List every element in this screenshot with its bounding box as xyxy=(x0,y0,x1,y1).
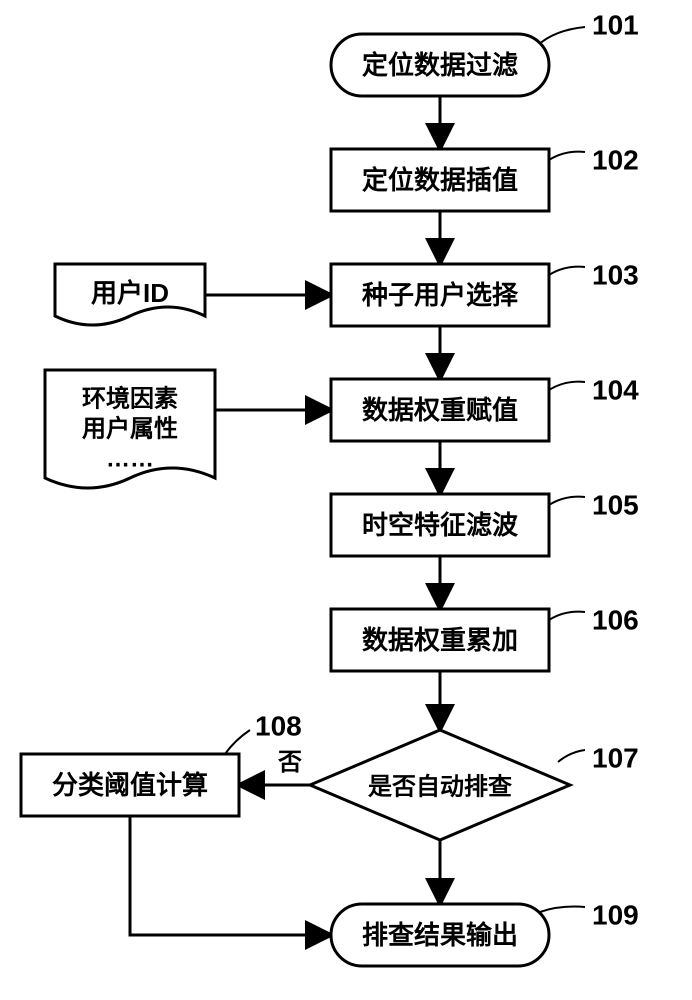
svg-text:108: 108 xyxy=(255,710,302,741)
node-109: 排查结果输出 109 xyxy=(331,899,639,966)
svg-text:102: 102 xyxy=(592,144,639,175)
node-107: 是否自动排查 107 xyxy=(310,730,639,840)
svg-text:101: 101 xyxy=(592,9,639,40)
leader-104 xyxy=(549,382,585,390)
node-108: 分类阈值计算 108 xyxy=(21,710,302,816)
leader-101 xyxy=(538,27,585,45)
node-104: 数据权重赋值 104 xyxy=(331,374,639,441)
svg-text:用户ID: 用户ID xyxy=(91,278,169,308)
svg-text:104: 104 xyxy=(592,374,639,405)
node-103: 种子用户选择 103 xyxy=(331,259,639,326)
svg-text:时空特征滤波: 时空特征滤波 xyxy=(362,510,519,540)
svg-text:107: 107 xyxy=(592,742,639,773)
svg-text:种子用户选择: 种子用户选择 xyxy=(362,280,519,310)
edge-108-109 xyxy=(130,816,329,935)
svg-text:103: 103 xyxy=(592,259,639,290)
leader-105 xyxy=(549,497,585,505)
svg-text:105: 105 xyxy=(592,489,639,520)
leader-107 xyxy=(558,750,585,762)
svg-text:环境因素: 环境因素 xyxy=(82,384,178,412)
svg-text:定位数据插值: 定位数据插值 xyxy=(362,165,518,195)
svg-text:用户属性: 用户属性 xyxy=(82,414,178,442)
leader-108 xyxy=(225,730,250,754)
svg-text:……: …… xyxy=(106,445,154,472)
svg-text:109: 109 xyxy=(592,899,639,930)
edge-label-yes: 否 xyxy=(277,749,302,776)
node-102: 定位数据插值 102 xyxy=(331,144,639,211)
leader-102 xyxy=(549,152,585,160)
svg-text:分类阈值计算: 分类阈值计算 xyxy=(52,770,208,800)
svg-text:是否自动排查: 是否自动排查 xyxy=(368,772,512,800)
leader-103 xyxy=(549,267,585,275)
flowchart-canvas: 否 定位数据过滤 101 定位数据插值 102 种子用户选择 xyxy=(0,0,692,1000)
leader-109 xyxy=(540,907,585,912)
leader-106 xyxy=(549,612,585,620)
node-106: 数据权重累加 106 xyxy=(331,604,639,671)
svg-text:数据权重累加: 数据权重累加 xyxy=(362,625,518,655)
svg-text:106: 106 xyxy=(592,604,639,635)
node-doc-attributes: 环境因素 用户属性 …… xyxy=(45,370,215,488)
svg-text:排查结果输出: 排查结果输出 xyxy=(362,920,518,950)
node-105: 时空特征滤波 105 xyxy=(331,489,639,556)
node-doc-userid: 用户ID xyxy=(55,264,205,325)
svg-text:定位数据过滤: 定位数据过滤 xyxy=(362,50,518,80)
node-101: 定位数据过滤 101 xyxy=(331,9,639,96)
svg-text:数据权重赋值: 数据权重赋值 xyxy=(362,395,518,425)
